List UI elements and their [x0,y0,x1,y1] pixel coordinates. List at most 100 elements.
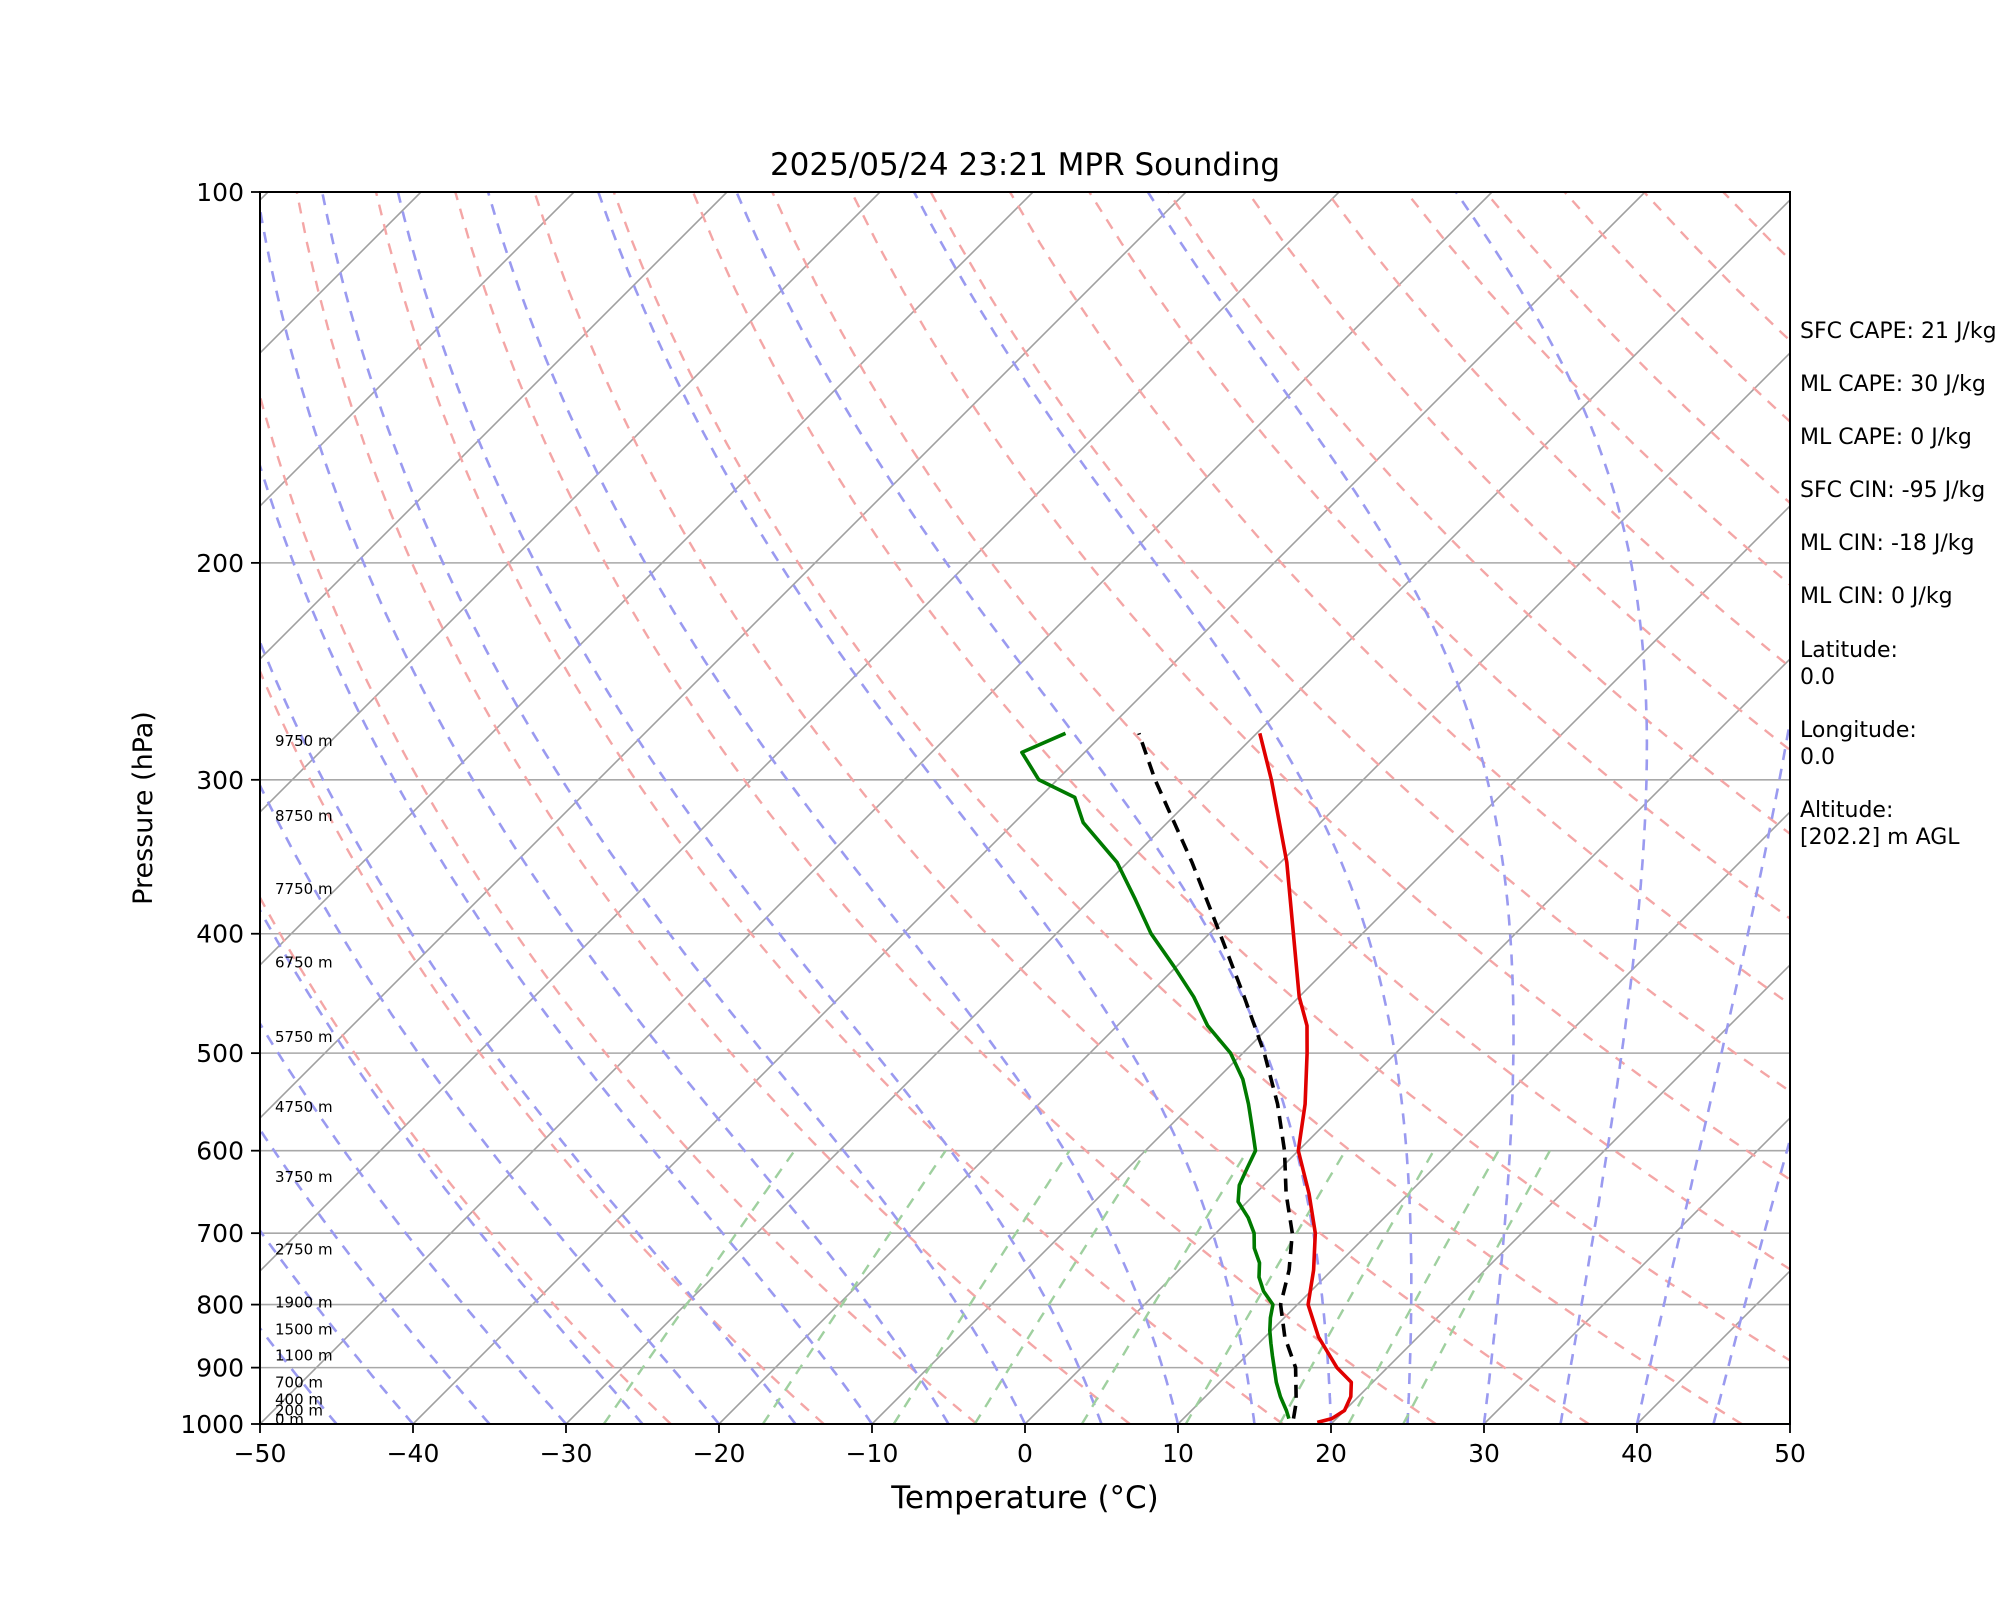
height-label: 6750 m [275,953,333,971]
moist-adiabat-line [735,192,1333,1424]
isotherm-line [1024,657,1790,1424]
height-label: 7750 m [275,880,333,898]
dewpoint-profile-line [1020,731,1291,1420]
dry-adiabat-line [612,192,1743,1424]
x-tick-label: −10 [846,1439,899,1468]
y-tick-label: 100 [196,178,244,207]
moist-adiabat-line [912,192,1413,1424]
x-tick-label: 40 [1621,1439,1653,1468]
moist-adiabat-line [597,192,1256,1424]
sounding-stat: Longitude: 0.0 [1800,718,1917,770]
isotherm-line [1483,1116,1790,1424]
dry-adiabat-line [1088,192,1790,921]
height-label: 8750 m [275,807,333,825]
mixing-ratio-line [602,1150,796,1424]
x-axis-label: Temperature (°C) [890,1480,1159,1516]
mixing-ratio-line [1080,1150,1249,1424]
dry-adiabat-line [1246,192,1790,752]
parcel-path-line [1137,732,1298,1419]
y-tick-label: 900 [196,1354,244,1383]
chart-title: 2025/05/24 23:21 MPR Sounding [770,147,1280,183]
x-tick-label: −40 [387,1439,440,1468]
dry-adiabat-line [260,668,825,1424]
mixing-ratio-line [1184,1150,1347,1424]
mixing-ratio-line [1402,1150,1551,1424]
x-tick-label: 10 [1162,1439,1194,1468]
moist-adiabat-line [1454,192,1649,1424]
moist-adiabat-line [260,1021,567,1424]
mixing-ratio-line [892,1150,1071,1424]
y-axis-ticks: 100 200 300 400 500 600 700 800 900 1000 [180,178,260,1439]
sounding-stat: Altitude: [202.2] m AGL [1800,798,1960,850]
height-label: 3750 m [275,1168,333,1186]
height-label: 5750 m [275,1028,333,1046]
isotherm-line [1177,810,1790,1424]
isotherm-line [0,192,115,1424]
moist-adiabat-line [260,638,797,1424]
sounding-stat: SFC CIN: -95 J/kg [1800,478,1986,503]
mixing-ratio-line [761,1150,947,1424]
moist-adiabat-line [320,192,1027,1424]
height-label: 1100 m [275,1347,333,1365]
y-axis-label: Pressure (hPa) [128,711,159,905]
x-tick-label: 30 [1468,1439,1500,1468]
isotherm-line [1330,963,1790,1424]
x-tick-label: 20 [1315,1439,1347,1468]
isotherm-line [260,192,1340,1273]
isotherm-line [260,192,881,814]
dry-adiabat-line [295,192,1131,1424]
height-label: 9750 m [275,732,333,750]
moist-adiabat-line [1635,713,1790,1424]
height-label: 2750 m [275,1241,333,1259]
mixing-ratio-line [1347,1150,1500,1424]
y-tick-label: 400 [196,920,244,949]
isotherm-line [260,192,728,661]
moist-adiabat-line [260,461,874,1424]
dry-adiabat-line [260,391,978,1424]
dry-adiabat-line [1167,192,1790,836]
y-tick-label: 200 [196,549,244,578]
x-tick-label: −30 [540,1439,593,1468]
height-label: 1500 m [275,1320,333,1338]
y-tick-label: 300 [196,766,244,795]
height-label: 200 m [275,1401,323,1419]
moist-adiabat-line [486,192,1180,1424]
isotherm-line [260,192,1034,967]
height-label: 700 m [275,1373,323,1391]
height-label: 1900 m [275,1294,333,1312]
isotherm-line [260,192,575,508]
x-tick-label: −20 [693,1439,746,1468]
sounding-stat: ML CAPE: 0 J/kg [1800,425,1972,450]
temperature-profile-line [1258,732,1354,1424]
isotherm-line [260,192,1187,1120]
y-tick-label: 1000 [180,1410,244,1439]
x-tick-label: −50 [234,1439,287,1468]
dry-adiabat-line [374,192,1284,1424]
mixing-ratio-line [1278,1150,1435,1424]
isotherm-line [412,192,1646,1424]
mixing-ratio-line [973,1150,1148,1424]
isotherm-line [871,504,1790,1424]
sounding-stat: Latitude: 0.0 [1800,638,1898,690]
sounding-stat: ML CIN: 0 J/kg [1800,584,1953,609]
dry-adiabat-line [533,192,1590,1424]
dry-adiabat-line [691,192,1790,1362]
isotherm-line [565,198,1790,1424]
height-label: 400 m [275,1390,323,1408]
x-axis-ticks: −50 −40 −30 −20 −10 0 10 20 30 40 50 [234,1424,1806,1468]
dry-adiabat-line [260,895,672,1424]
moist-adiabat-line [1712,1135,1790,1424]
background-lines [0,192,1790,1424]
y-tick-label: 800 [196,1291,244,1320]
x-tick-label: 0 [1017,1439,1033,1468]
y-tick-label: 600 [196,1137,244,1166]
sounding-stat: ML CAPE: 30 J/kg [1800,372,1986,397]
height-label: 4750 m [275,1098,333,1116]
series-lines [1020,731,1354,1424]
sounding-stat: ML CIN: -18 J/kg [1800,531,1975,556]
moist-adiabat-line [1146,192,1515,1424]
y-tick-label: 500 [196,1039,244,1068]
sounding-stat: SFC CAPE: 21 J/kg [1800,319,1997,344]
